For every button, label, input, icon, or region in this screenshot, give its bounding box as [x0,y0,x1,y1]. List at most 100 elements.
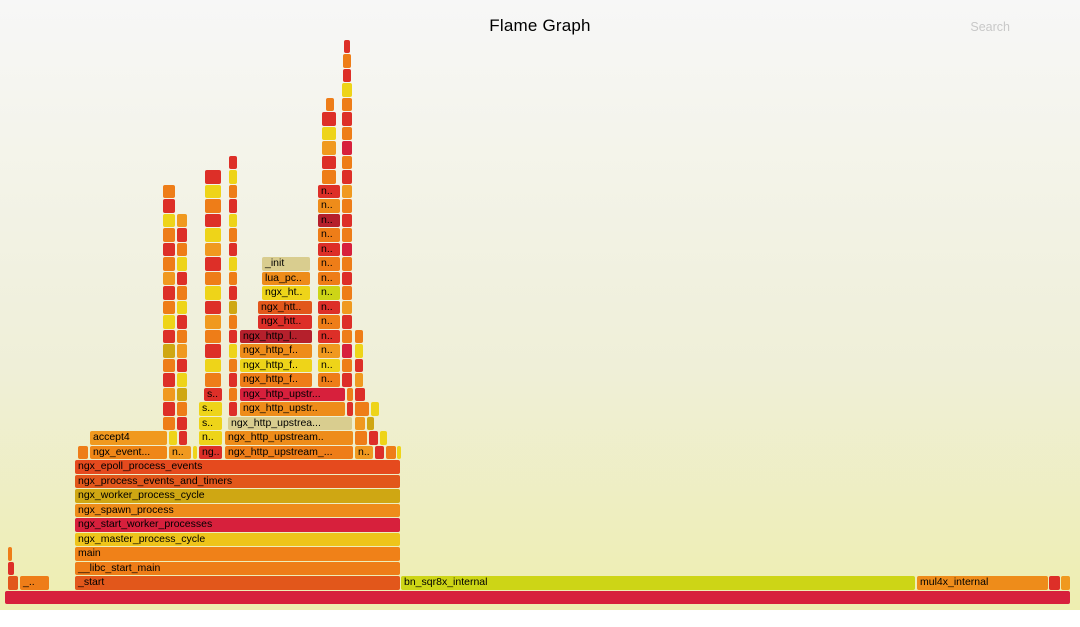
flame-frame[interactable]: n.. [318,213,340,227]
flame-frame[interactable] [177,271,187,285]
flame-frame[interactable]: ngx_spawn_process [75,503,400,517]
flame-frame[interactable] [342,228,352,242]
flame-frame[interactable] [205,213,221,227]
flame-frame[interactable]: n.. [318,286,340,300]
flame-frame[interactable]: __libc_start_main [75,561,400,575]
flame-frame[interactable] [355,402,369,416]
flame-frame[interactable]: n.. [318,257,340,271]
flame-frame[interactable] [163,416,175,430]
flame-frame[interactable] [229,184,237,198]
flame-frame[interactable]: ngx_http_f.. [240,373,312,387]
flame-frame[interactable] [343,54,351,68]
flame-frame[interactable] [375,445,384,459]
flame-frame[interactable] [205,329,221,343]
flame-frame[interactable]: ngx_event... [90,445,167,459]
flame-frame[interactable] [177,315,187,329]
flame-frame[interactable] [380,431,387,445]
flame-frame[interactable] [322,155,336,169]
flame-frame[interactable]: n.. [318,315,340,329]
flame-frame[interactable]: s.. [199,402,222,416]
flame-frame[interactable] [342,242,352,256]
flame-frame[interactable] [386,445,396,459]
flame-frame[interactable] [229,373,237,387]
flame-frame[interactable] [163,184,175,198]
flame-frame[interactable] [355,373,363,387]
flame-frame[interactable] [342,286,352,300]
flame-frame[interactable] [205,315,221,329]
flame-frame[interactable]: ngx_http_f.. [240,358,312,372]
flame-frame[interactable] [229,358,237,372]
flame-frame[interactable] [205,300,221,314]
flame-frame[interactable] [229,271,237,285]
flame-frame[interactable] [163,344,175,358]
flame-frame[interactable]: n.. [318,358,340,372]
flame-frame[interactable] [322,126,336,140]
flame-frame[interactable] [229,402,237,416]
flame-frame[interactable] [163,257,175,271]
flame-frame[interactable] [163,315,175,329]
flame-frame[interactable] [343,68,351,82]
flame-frame[interactable]: ngx_htt.. [258,300,312,314]
flame-frame[interactable] [342,358,352,372]
flame-frame[interactable] [369,431,378,445]
flame-frame[interactable] [355,329,363,343]
flame-frame[interactable] [342,184,352,198]
flame-frame[interactable] [342,170,352,184]
flame-frame[interactable] [163,271,175,285]
flame-frame[interactable] [163,300,175,314]
flame-frame[interactable] [342,344,352,358]
flame-frame[interactable]: n.. [318,271,340,285]
flame-frame[interactable] [179,431,187,445]
flame-frame[interactable] [163,373,175,387]
flame-frame[interactable] [205,170,221,184]
flame-frame[interactable]: ngx_http_upstr.. [240,402,345,416]
flame-frame[interactable] [205,373,221,387]
flame-frame[interactable] [367,416,374,430]
flame-frame[interactable]: accept4 [90,431,167,445]
flame-frame[interactable]: ngx_http_upstrea... [228,416,352,430]
flame-frame[interactable] [344,39,350,53]
flame-frame[interactable]: _.. [20,576,49,590]
flame-frame[interactable] [322,141,336,155]
flame-frame[interactable] [326,97,334,111]
flame-frame[interactable] [163,199,175,213]
flame-frame[interactable]: n.. [318,228,340,242]
flame-frame[interactable] [205,344,221,358]
flame-frame[interactable] [177,213,187,227]
flame-frame[interactable]: n.. [318,242,340,256]
flame-frame[interactable]: n.. [318,373,340,387]
flame-frame[interactable] [163,242,175,256]
flame-frame[interactable] [163,329,175,343]
flame-frame[interactable]: ngx_epoll_process_events [75,460,400,474]
flame-frame[interactable] [342,155,352,169]
flame-frame[interactable]: mul4x_internal [917,576,1048,590]
flame-frame[interactable] [1049,576,1060,590]
flame-frame[interactable] [177,358,187,372]
flame-frame[interactable] [229,344,237,358]
flame-frame[interactable]: s.. [199,416,222,430]
flame-frame[interactable] [397,445,401,459]
flame-frame[interactable] [342,213,352,227]
flame-frame[interactable] [342,126,352,140]
flame-frame[interactable]: n.. [318,300,340,314]
flame-frame[interactable]: n.. [318,329,340,343]
flame-frame[interactable] [229,257,237,271]
flame-frame[interactable] [342,112,352,126]
flame-frame[interactable] [355,416,365,430]
flame-frame[interactable]: n.. [318,199,340,213]
flame-frame[interactable] [347,402,353,416]
flame-frame[interactable] [163,387,175,401]
flame-frame[interactable]: ng.. [199,445,222,459]
flame-frame[interactable] [177,416,187,430]
flame-frame[interactable] [5,590,1070,604]
flame-frame[interactable] [229,155,237,169]
flame-frame[interactable]: ngx_master_process_cycle [75,532,400,546]
search-button[interactable]: Search [970,20,1010,34]
flame-frame[interactable] [78,445,88,459]
flame-frame[interactable] [169,431,177,445]
flame-frame[interactable] [229,199,237,213]
flame-frame[interactable]: n.. [318,184,340,198]
flame-frame[interactable] [177,242,187,256]
flame-frame[interactable]: _start [75,576,400,590]
flame-frame[interactable] [8,547,12,561]
